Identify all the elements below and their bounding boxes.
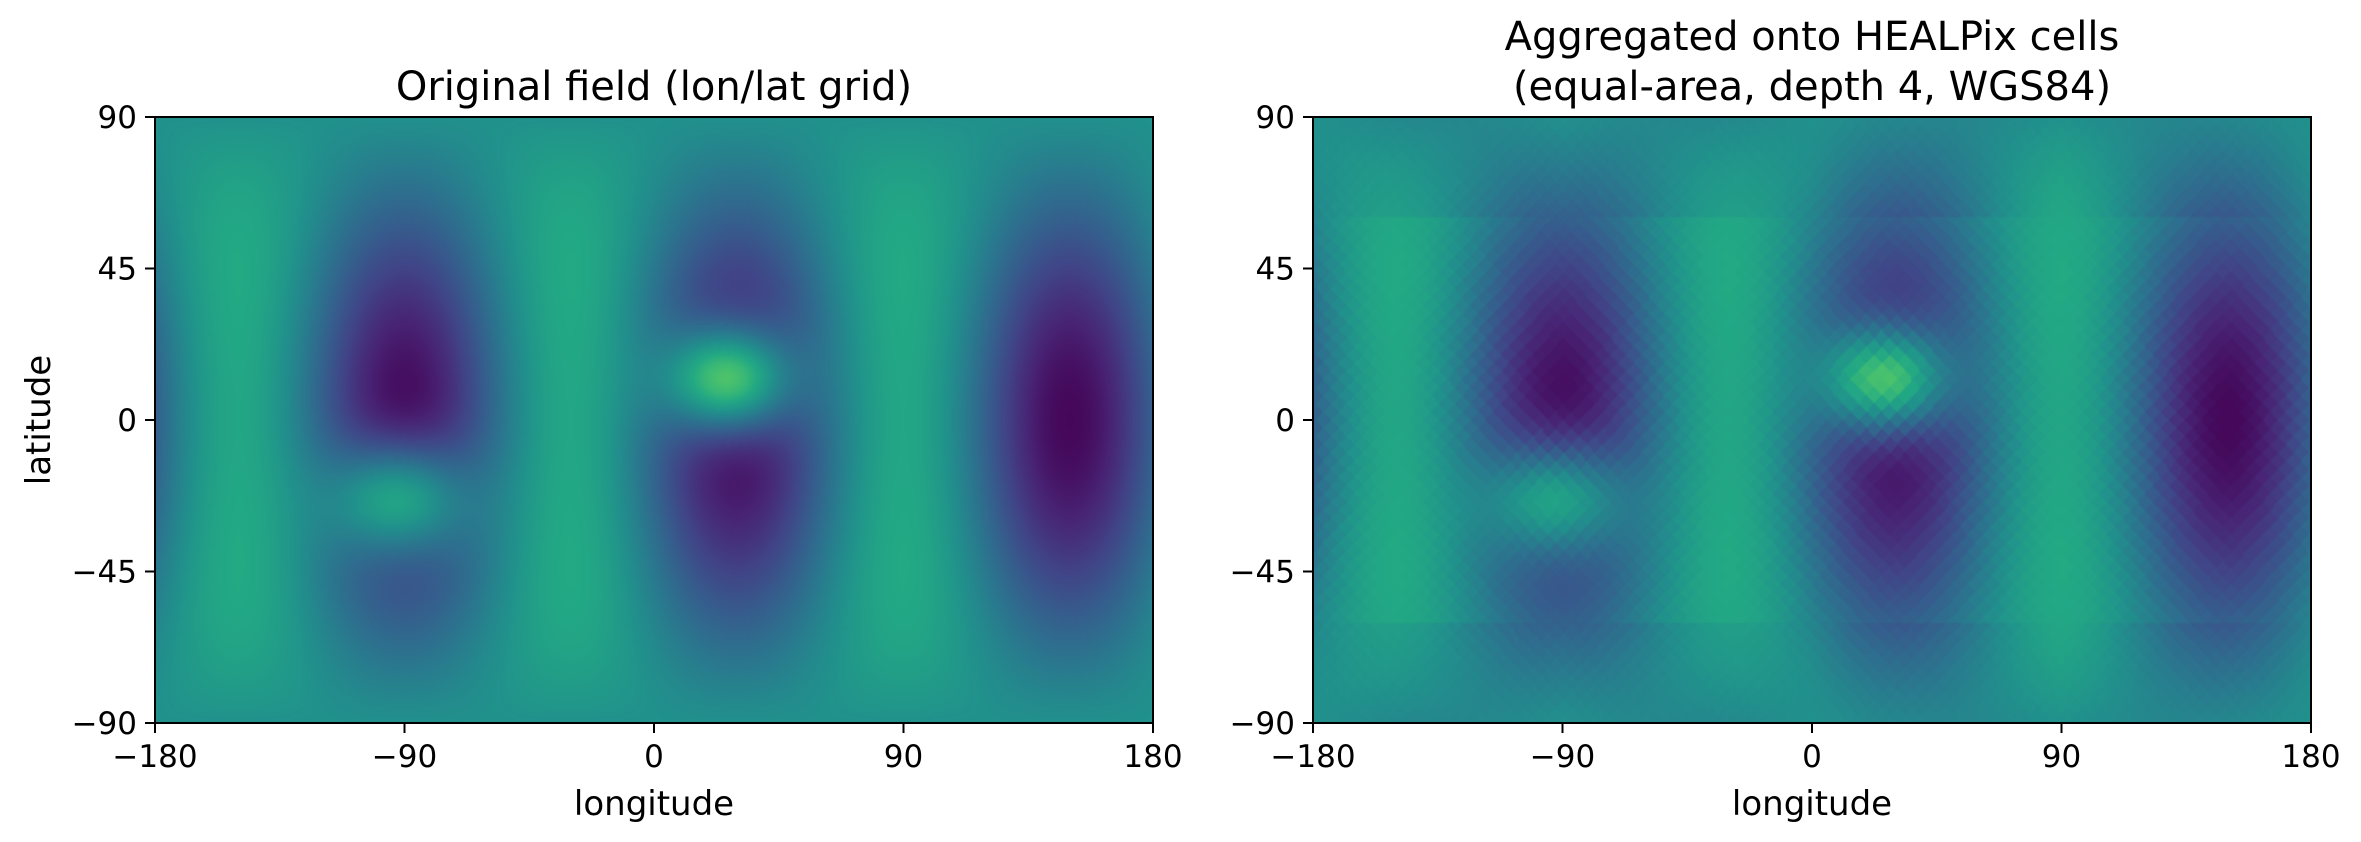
y-tick-label: −90 <box>72 706 137 742</box>
x-tick-label: 0 <box>644 739 664 775</box>
chart-title: Original field (lon/lat grid) <box>396 64 912 110</box>
y-tick-label: 0 <box>117 403 137 439</box>
x-tick-label: 90 <box>884 739 923 775</box>
x-tick-label: 0 <box>1802 739 1822 775</box>
x-tick-label: −180 <box>1270 739 1355 775</box>
y-tick-label: −45 <box>72 555 137 591</box>
x-axis-label: longitude <box>1732 784 1892 824</box>
x-axis-label: longitude <box>574 784 734 824</box>
y-tick-label: 0 <box>1275 403 1295 439</box>
panel-healpix: Aggregated onto HEALPix cells (equal-are… <box>1230 14 2341 824</box>
y-tick-label: −90 <box>1230 706 1295 742</box>
x-tick-label: −90 <box>372 739 437 775</box>
y-tick-label: 45 <box>1256 252 1295 288</box>
chart-title-line-1: Aggregated onto HEALPix cells <box>1505 14 2120 60</box>
x-tick-label: −180 <box>112 739 197 775</box>
y-axis-label: latitude <box>19 355 59 485</box>
panel-original: Original field (lon/lat grid) −180 −90 0 90… <box>19 64 1183 824</box>
x-tick-label: 180 <box>2281 739 2340 775</box>
y-tick-label: −45 <box>1230 555 1295 591</box>
x-tick-label: 90 <box>2042 739 2081 775</box>
x-tick-label: 180 <box>1123 739 1182 775</box>
y-tick-label: 45 <box>98 252 137 288</box>
y-tick-label: 90 <box>1256 100 1295 136</box>
heatmap-original <box>155 117 1153 723</box>
y-tick-label: 90 <box>98 100 137 136</box>
heatmap-healpix <box>1313 117 2311 723</box>
chart-title-line-2: (equal-area, depth 4, WGS84) <box>1513 64 2111 110</box>
x-tick-label: −90 <box>1530 739 1595 775</box>
